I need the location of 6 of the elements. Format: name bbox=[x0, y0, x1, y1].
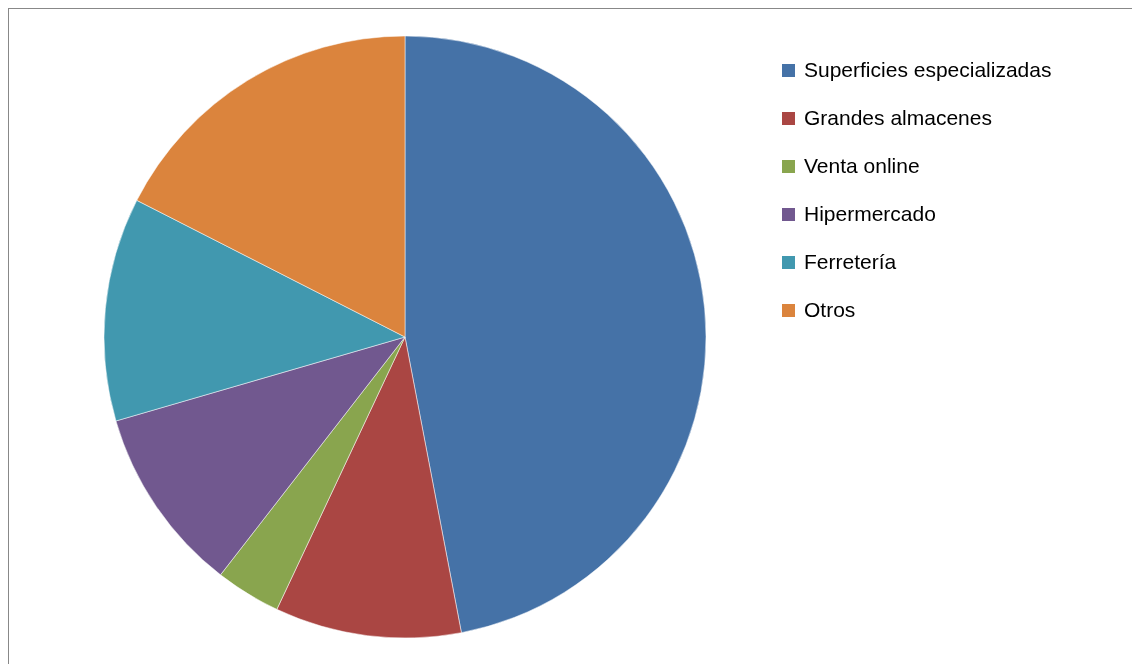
legend-label: Ferretería bbox=[804, 250, 897, 274]
legend-label: Superficies especializadas bbox=[804, 58, 1052, 82]
legend-label: Otros bbox=[804, 298, 856, 322]
legend-label: Grandes almacenes bbox=[804, 106, 992, 130]
legend-label: Venta online bbox=[804, 154, 920, 178]
legend-label: Hipermercado bbox=[804, 202, 936, 226]
